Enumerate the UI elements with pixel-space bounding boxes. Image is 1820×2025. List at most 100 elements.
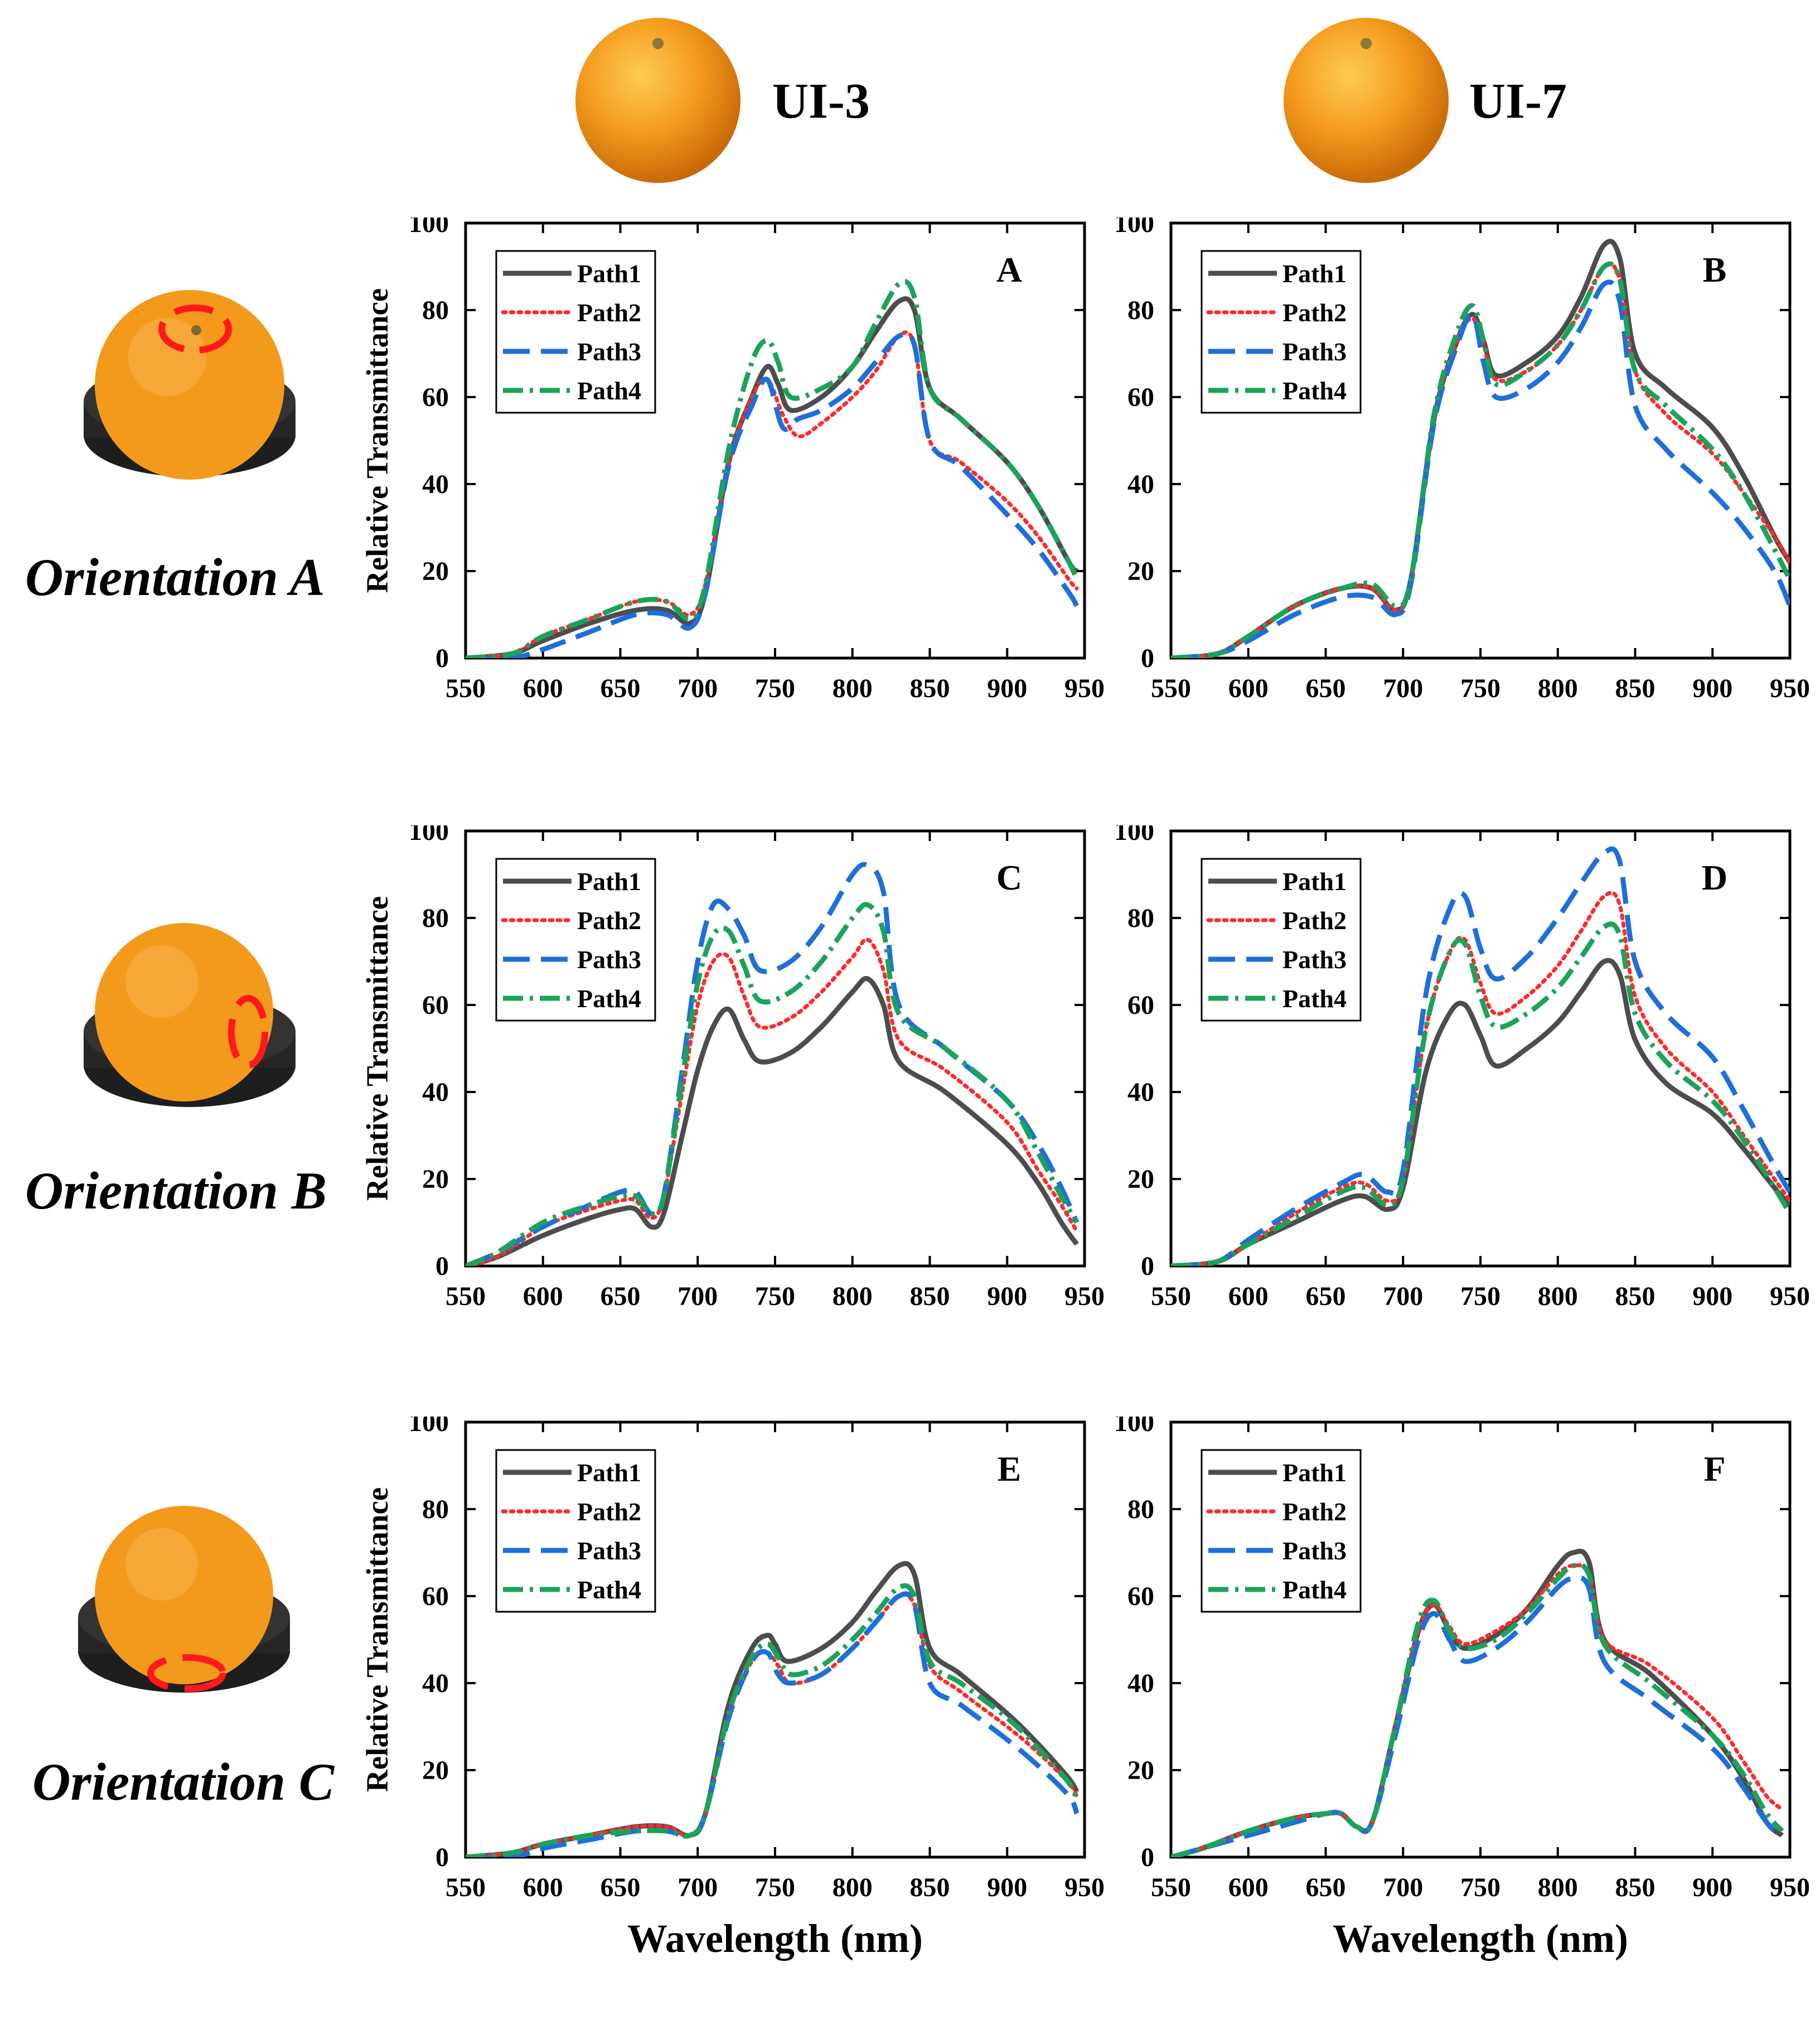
legend-label: Path2 <box>1282 298 1347 327</box>
y-tick-label: 20 <box>1127 1756 1154 1785</box>
x-tick-label: 650 <box>1306 1282 1346 1311</box>
x-tick-label: 650 <box>601 674 641 703</box>
chart-svg: 0 20 40 60 80 100 550 600 650 700 750 800 850 900 950 R… <box>360 825 1105 1311</box>
legend-label: Path1 <box>577 1458 641 1487</box>
x-tick-label: 600 <box>523 674 563 703</box>
series-line-path2 <box>466 1592 1079 1857</box>
series-line-path1 <box>1171 958 1790 1266</box>
x-tick-label: 950 <box>1064 674 1105 703</box>
x-tick-label: 800 <box>1538 674 1578 703</box>
chart-svg: 0 20 40 60 80 100 550 600 650 700 750 800 850 900 950 W… <box>1114 1417 1810 1961</box>
y-tick-label: 60 <box>1127 990 1154 1020</box>
panel-letter: A <box>996 250 1022 289</box>
y-tick-label: 80 <box>1127 903 1154 933</box>
x-tick-label: 750 <box>755 674 795 703</box>
y-axis-label: Relative Transmittance <box>360 1487 394 1792</box>
orientation-c-label: Orientation C <box>32 1752 335 1811</box>
chart-panel-b: 0 20 40 60 80 100 550 600 650 700 750 800 850 900 950 P… <box>1051 218 1820 742</box>
ui-3-label: UI-3 <box>772 74 870 129</box>
legend-label: Path3 <box>577 1536 641 1565</box>
x-tick-label: 700 <box>677 1873 718 1902</box>
y-axis-label: Relative Transmittance <box>360 288 394 593</box>
legend-box <box>495 1449 656 1613</box>
y-tick-label: 60 <box>1127 1582 1154 1611</box>
x-tick-label: 700 <box>1383 674 1423 703</box>
legend: Path1 Path2 Path3 Path4 <box>495 1449 656 1613</box>
legend: Path1 Path2 Path3 Path4 <box>1201 858 1362 1022</box>
y-tick-label: 0 <box>1141 1251 1154 1281</box>
x-tick-label: 950 <box>1064 1873 1105 1902</box>
orange-on-stand-side-marker-icon <box>84 923 296 1107</box>
x-tick-label: 750 <box>1460 1873 1500 1902</box>
x-tick-label: 850 <box>910 1282 950 1311</box>
panel-letter: E <box>998 1449 1022 1488</box>
x-tick-label: 950 <box>1770 1873 1810 1902</box>
series-line-path4 <box>1171 261 1790 658</box>
x-tick-label: 850 <box>910 674 950 703</box>
x-tick-label: 550 <box>446 1282 486 1311</box>
x-tick-label: 800 <box>1538 1873 1578 1902</box>
series-line-path1 <box>466 296 1079 658</box>
x-tick-label: 700 <box>677 674 718 703</box>
row-header-orientation-a: Orientation A <box>0 290 357 625</box>
legend-label: Path2 <box>1282 1497 1347 1526</box>
series-line-path2 <box>466 937 1079 1266</box>
legend-box <box>1201 858 1362 1022</box>
series-line-path1 <box>466 976 1079 1266</box>
series-line-path2 <box>1171 1563 1784 1857</box>
panel-letter: F <box>1703 1449 1725 1488</box>
y-tick-label: 0 <box>435 644 449 673</box>
x-tick-label: 750 <box>755 1282 795 1311</box>
x-tick-label: 850 <box>1615 1282 1656 1311</box>
x-tick-label: 950 <box>1770 674 1810 703</box>
legend-label: Path4 <box>1282 1575 1347 1604</box>
legend-box <box>495 250 656 414</box>
legend-label: Path4 <box>1282 984 1347 1013</box>
series-group <box>466 862 1080 1266</box>
x-tick-label: 650 <box>601 1873 641 1902</box>
orange-on-stand-bottom-marker-icon <box>78 1506 290 1693</box>
series-line-path4 <box>466 1583 1080 1857</box>
y-tick-label: 40 <box>1127 470 1154 499</box>
x-tick-label: 950 <box>1064 1282 1105 1311</box>
y-tick-label: 0 <box>1141 644 1154 673</box>
y-tick-label: 80 <box>422 903 449 933</box>
series-group <box>466 1561 1080 1857</box>
legend-label: Path3 <box>1282 337 1347 366</box>
legend-box <box>495 858 656 1022</box>
x-tick-label: 800 <box>832 1873 873 1902</box>
legend-label: Path2 <box>577 906 641 935</box>
y-tick-label: 40 <box>1127 1077 1154 1107</box>
chart-panel-d: 0 20 40 60 80 100 550 600 650 700 750 800 850 900 950 P… <box>1051 825 1820 1350</box>
row-header-orientation-b: Orientation B <box>0 920 357 1233</box>
legend-box <box>1201 1449 1362 1613</box>
y-tick-label: 100 <box>409 825 449 846</box>
legend-label: Path3 <box>1282 945 1347 974</box>
chart-svg: 0 20 40 60 80 100 550 600 650 700 750 800 850 900 950 R… <box>360 1417 1105 1961</box>
series-line-path2 <box>1171 891 1790 1266</box>
legend-label: Path1 <box>577 259 641 288</box>
y-tick-label: 40 <box>1127 1669 1154 1698</box>
legend: Path1 Path2 Path3 Path4 <box>1201 250 1362 414</box>
chart-panel-f: 0 20 40 60 80 100 550 600 650 700 750 800 850 900 950 W… <box>1051 1417 1820 2019</box>
legend-label: Path4 <box>1282 376 1347 405</box>
chart-svg: 0 20 40 60 80 100 550 600 650 700 750 800 850 900 950 R… <box>360 218 1105 703</box>
legend-label: Path3 <box>577 945 641 974</box>
x-tick-label: 900 <box>987 1282 1027 1311</box>
y-tick-label: 40 <box>422 470 449 499</box>
x-tick-label: 650 <box>1306 674 1346 703</box>
panel-letter: C <box>996 858 1022 897</box>
y-tick-label: 100 <box>409 1417 449 1437</box>
x-tick-label: 600 <box>1228 1282 1269 1311</box>
y-tick-label: 100 <box>409 218 449 238</box>
ui-7-label: UI-7 <box>1469 74 1567 129</box>
y-tick-label: 100 <box>1114 218 1154 238</box>
legend-label: Path1 <box>1282 867 1347 896</box>
legend: Path1 Path2 Path3 Path4 <box>495 858 656 1022</box>
x-tick-label: 950 <box>1770 1282 1810 1311</box>
y-tick-label: 100 <box>1114 825 1154 846</box>
y-tick-label: 80 <box>422 1495 449 1524</box>
x-tick-label: 600 <box>523 1873 563 1902</box>
column-header-ui3: UI-3 <box>574 0 909 183</box>
x-tick-label: 750 <box>1460 674 1500 703</box>
